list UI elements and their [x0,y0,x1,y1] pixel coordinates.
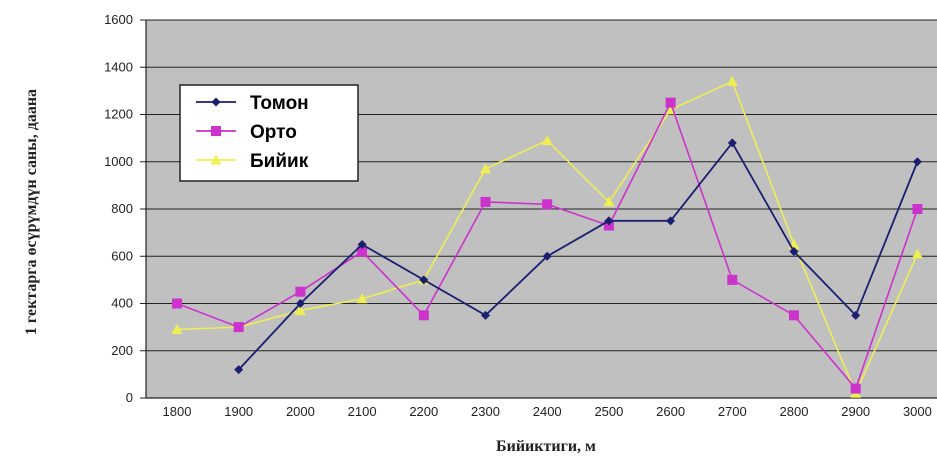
x-tick-label: 2300 [471,404,500,419]
data-point [851,310,861,320]
y-axis-title: 1 гектарга өсүрүмдүн саны, даана [23,89,40,335]
legend-box [179,84,359,182]
series-layer [171,75,923,398]
data-point [172,298,182,309]
data-point [666,216,676,226]
data-point [850,383,861,394]
legend-marker [210,154,222,165]
data-point [356,293,368,304]
series-0 [234,138,922,375]
data-point [789,310,799,321]
data-point [665,97,676,108]
x-axis-title: Бийиктиги, м [496,438,596,455]
data-point [233,322,244,333]
y-tick-label: 0 [126,390,133,405]
x-tick-label: 2100 [348,404,377,419]
x-tick-label: 1900 [224,404,253,419]
data-point [542,251,552,261]
y-tick-label: 800 [111,201,133,216]
data-point [234,365,244,375]
data-point [542,199,553,210]
data-point [357,239,367,249]
legend-label: Томон [250,93,309,114]
data-point [480,196,491,207]
x-axis-tick-labels: 1800 1900 2000 2100 2200 2300 2400 2500 2600 2700… [163,404,932,419]
data-point [418,310,429,321]
legend: Томон Орто Бийик [179,84,359,182]
x-tick-label: 1800 [163,404,192,419]
legend-label: Бийик [250,151,309,172]
data-point [171,323,183,334]
x-tick-label: 2400 [533,404,562,419]
data-point [603,220,614,231]
y-tick-label: 400 [111,296,133,311]
y-tick-label: 1600 [104,12,133,27]
data-point [541,134,553,145]
y-axis-tick-labels: 0 200 400 600 800 1000 1200 1400 1600 [104,12,133,405]
x-tick-label: 2200 [409,404,438,419]
y-tick-label: 600 [111,248,133,263]
data-point [726,75,738,86]
data-point [789,247,799,257]
series-line [238,141,919,371]
x-tick-label: 2800 [780,404,809,419]
series-1 [172,97,923,394]
x-tick-label: 3000 [903,404,932,419]
x-tick-label: 2600 [656,404,685,419]
x-tick-label: 2000 [286,404,315,419]
data-point [912,204,923,214]
data-point [357,246,368,257]
data-point [295,286,306,297]
data-point [727,138,737,148]
x-tick-label: 2700 [718,404,747,419]
y-tick-label: 1000 [104,154,133,169]
x-tick-label: 2500 [594,404,623,419]
data-point [480,163,491,174]
data-point [481,310,490,320]
legend-marker [211,97,221,107]
data-point [419,275,429,285]
data-point [295,299,305,308]
legend-label: Орто [250,122,297,143]
x-tick-label: 2900 [841,404,870,419]
data-point [603,196,615,207]
data-point [294,305,306,316]
y-tick-label: 200 [111,343,133,358]
data-point [604,216,614,226]
data-point [727,274,738,285]
data-point [911,248,923,259]
y-tick-label: 1400 [104,59,133,74]
data-point [912,157,922,167]
gridlines [140,19,937,399]
legend-marker [211,126,221,136]
y-tick-label: 1200 [104,107,133,122]
